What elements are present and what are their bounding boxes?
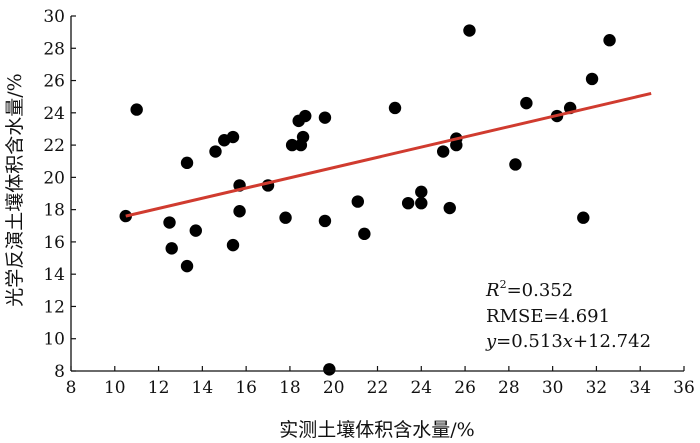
equation-annotation: y=0.513x+12.742 bbox=[485, 331, 651, 352]
data-point bbox=[226, 238, 240, 252]
x-tick-label: 36 bbox=[673, 378, 695, 398]
x-tick-label: 28 bbox=[498, 378, 520, 398]
data-point bbox=[415, 185, 428, 199]
data-point bbox=[296, 130, 310, 144]
x-axis-title: 实测土壤体积含水量/% bbox=[279, 419, 474, 441]
data-point bbox=[603, 34, 616, 47]
data-point bbox=[165, 242, 178, 255]
y-tick-label: 10 bbox=[43, 330, 65, 350]
data-point bbox=[226, 130, 240, 144]
data-point bbox=[163, 216, 176, 229]
data-point bbox=[358, 227, 371, 241]
x-tick-label: 22 bbox=[367, 378, 389, 398]
y-tick-label: 22 bbox=[43, 136, 65, 156]
data-point bbox=[189, 224, 202, 237]
y-tick-label: 18 bbox=[43, 201, 65, 221]
y-tick-label: 8 bbox=[54, 362, 65, 382]
regression-line bbox=[125, 91, 652, 218]
data-point bbox=[463, 24, 476, 37]
data-point bbox=[450, 138, 463, 152]
data-point bbox=[401, 196, 415, 210]
x-tick-label: 32 bbox=[586, 378, 608, 398]
data-point bbox=[323, 363, 336, 376]
x-tick-label: 8 bbox=[66, 378, 77, 398]
data-point bbox=[318, 214, 332, 228]
y-tick-label: 16 bbox=[43, 233, 65, 253]
x-tick-label: 34 bbox=[629, 378, 651, 398]
data-point bbox=[299, 109, 312, 123]
y-tick-label: 14 bbox=[43, 265, 65, 285]
data-point bbox=[318, 111, 332, 124]
data-point bbox=[285, 138, 299, 152]
data-point bbox=[351, 195, 364, 208]
x-tick-label: 12 bbox=[148, 378, 170, 398]
tick-group: 8 10 12 14 16 18 20 22 24 26 28 30 32 34 36 8 10 12 14 16 18… bbox=[43, 7, 694, 398]
x-tick-label: 18 bbox=[279, 378, 301, 398]
x-tick-label: 16 bbox=[235, 378, 257, 398]
y-tick-label: 28 bbox=[43, 39, 65, 59]
data-point bbox=[130, 103, 143, 116]
data-point bbox=[509, 158, 522, 171]
rmse-annotation: RMSE=4.691 bbox=[486, 306, 610, 327]
data-point bbox=[585, 72, 599, 86]
data-point bbox=[520, 96, 533, 110]
x-tick-label: 14 bbox=[192, 378, 214, 398]
y-axis-title: 光学反演土壤体积含水量/% bbox=[4, 73, 26, 306]
y-tick-label: 12 bbox=[43, 297, 65, 317]
r2-annotation: R2=0.352 bbox=[485, 278, 573, 301]
x-tick-label: 30 bbox=[542, 378, 564, 398]
data-point bbox=[577, 211, 590, 224]
data-point bbox=[436, 145, 450, 158]
data-point bbox=[415, 196, 428, 210]
y-tick-label: 26 bbox=[43, 72, 65, 92]
x-tick-label: 26 bbox=[454, 378, 476, 398]
data-point bbox=[209, 145, 222, 158]
x-tick-label: 10 bbox=[104, 378, 126, 398]
y-tick-label: 30 bbox=[43, 7, 65, 27]
data-point bbox=[388, 101, 402, 115]
data-point bbox=[180, 156, 194, 170]
y-tick-label: 24 bbox=[43, 104, 65, 124]
data-point bbox=[279, 211, 292, 224]
data-point bbox=[233, 205, 246, 218]
data-point bbox=[180, 259, 194, 273]
data-point bbox=[443, 201, 456, 215]
y-tick-label: 20 bbox=[43, 168, 65, 188]
x-tick-label: 24 bbox=[410, 378, 432, 398]
x-tick-label: 20 bbox=[323, 378, 345, 398]
